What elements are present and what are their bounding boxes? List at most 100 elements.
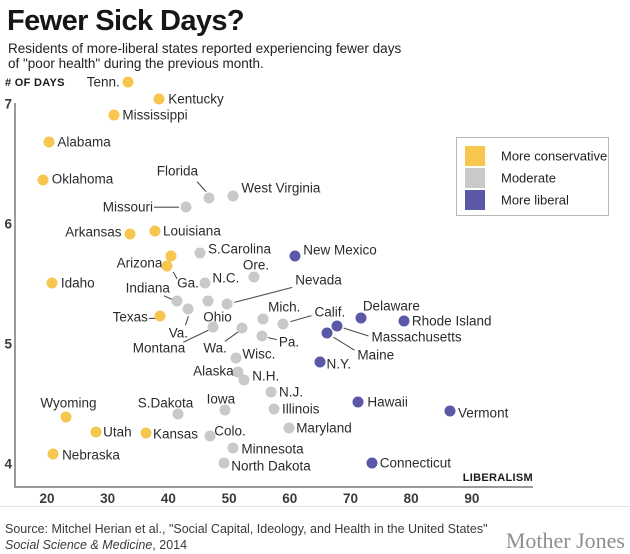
legend-swatch-moderate — [465, 168, 485, 188]
state-label-rhode-island: Rhode Island — [411, 313, 492, 329]
state-label-arkansas: Arkansas — [65, 224, 122, 240]
state-label-west-virginia: West Virginia — [241, 180, 321, 196]
legend-swatch-conservative — [465, 146, 485, 166]
state-label-wa: Wa. — [203, 340, 227, 356]
state-label-va: Va. — [168, 325, 189, 341]
source-divider — [0, 506, 630, 507]
state-label-nevada: Nevada — [295, 272, 342, 288]
y-tick-label: 7 — [4, 96, 12, 112]
leader-line-calif — [290, 315, 312, 323]
state-dot-arizona — [165, 250, 177, 262]
state-label-missouri: Missouri — [102, 199, 153, 215]
x-tick-label: 40 — [160, 491, 176, 506]
chart-subtitle-line-2: of "poor health" during the previous mon… — [8, 56, 264, 71]
chart-title: Fewer Sick Days? — [7, 5, 245, 37]
state-dot-idaho — [46, 277, 58, 289]
state-label-ohio: Ohio — [203, 309, 232, 325]
leader-line-nevada — [234, 286, 293, 303]
state-label-n-j: N.J. — [278, 384, 303, 400]
state-dot-pa — [256, 330, 268, 342]
state-label-alabama: Alabama — [57, 134, 111, 150]
state-label-ore: Ore. — [242, 257, 270, 273]
state-label-arizona: Arizona — [116, 255, 163, 271]
state-label-minnesota: Minnesota — [241, 441, 304, 457]
state-label-wyoming: Wyoming — [40, 395, 97, 411]
state-dot-maine — [321, 327, 333, 339]
state-dot-minnesota — [227, 442, 239, 454]
state-dot-delaware — [355, 312, 367, 324]
x-tick-label: 70 — [342, 491, 359, 506]
state-dot-new-mexico — [289, 250, 301, 262]
leader-line-wa — [224, 330, 240, 342]
state-label-idaho: Idaho — [60, 275, 95, 291]
state-label-n-h: N.H. — [252, 368, 280, 384]
state-label-louisiana: Louisiana — [163, 223, 221, 239]
state-dot-wa — [236, 322, 248, 334]
state-dot-n-j — [265, 386, 277, 398]
state-dot-missouri — [180, 201, 192, 213]
state-label-connecticut: Connecticut — [379, 455, 452, 471]
chart-subtitle-line-1: Residents of more-liberal states reporte… — [8, 41, 402, 56]
state-label-florida: Florida — [156, 163, 199, 179]
state-dot-illinois — [268, 403, 280, 415]
state-dot-connecticut — [366, 457, 378, 469]
state-dot-maryland — [283, 422, 295, 434]
state-label-indiana: Indiana — [125, 280, 170, 296]
state-dot-texas — [154, 310, 166, 322]
state-dot-alabama — [43, 136, 55, 148]
leader-line-montana — [183, 329, 209, 343]
state-label-utah: Utah — [103, 424, 132, 440]
state-dot-north-dakota — [218, 457, 230, 469]
y-tick-label: 4 — [4, 456, 12, 472]
state-dot-oklahoma — [37, 174, 49, 186]
brand-logo: Mother Jones — [505, 528, 625, 553]
state-dot-s-dakota — [172, 408, 183, 420]
state-dot-n-y — [314, 356, 326, 368]
leader-line-florida — [196, 181, 207, 192]
state-label-kansas: Kansas — [152, 426, 198, 442]
state-dot-ore — [248, 271, 260, 283]
state-dot-colo — [204, 430, 216, 442]
x-axis-label: LIBERALISM — [462, 472, 533, 484]
state-dot-n-h — [238, 374, 250, 386]
x-tick-label: 50 — [221, 491, 237, 506]
legend-label-liberal: More liberal — [501, 192, 569, 208]
source-line-1: Source: Mitchel Herian et al., "Social C… — [5, 522, 488, 536]
x-tick-label: 30 — [100, 491, 116, 506]
state-dot-va — [182, 303, 194, 315]
state-label-mississippi: Mississippi — [122, 107, 188, 123]
state-dot-tenn — [122, 76, 134, 88]
leader-line-pa — [267, 337, 277, 341]
state-label-delaware: Delaware — [362, 298, 420, 314]
x-tick-label: 60 — [282, 491, 298, 506]
leader-line-ga — [172, 271, 178, 280]
state-dot-s-carolina — [194, 247, 206, 259]
state-label-nebraska: Nebraska — [62, 447, 120, 463]
y-tick-label: 5 — [4, 336, 12, 352]
legend: More conservative Moderate More liberal — [456, 137, 609, 216]
state-label-illinois: Illinois — [282, 401, 320, 417]
state-label-vermont: Vermont — [458, 405, 509, 421]
state-dot-nebraska — [47, 448, 59, 460]
state-dot-arkansas — [124, 228, 136, 240]
state-label-wisc: Wisc. — [242, 346, 276, 362]
state-label-montana: Montana — [132, 340, 186, 356]
state-dot-alaska — [232, 366, 244, 378]
state-label-iowa: Iowa — [206, 391, 236, 407]
source-year: , 2014 — [152, 538, 188, 552]
state-label-oklahoma: Oklahoma — [51, 171, 114, 187]
state-dot-iowa — [219, 404, 231, 416]
state-dot-florida — [203, 192, 215, 204]
state-label-maryland: Maryland — [296, 420, 352, 436]
legend-label-moderate: Moderate — [501, 170, 556, 186]
state-label-s-dakota: S.Dakota — [137, 395, 194, 411]
state-label-n-c: N.C. — [212, 270, 240, 286]
source-line-2: Social Science & Medicine, 2014 — [5, 537, 187, 553]
state-dot-ohio — [202, 295, 214, 307]
state-label-ga: Ga. — [177, 275, 199, 291]
y-axis-label: # OF DAYS — [5, 77, 65, 89]
state-label-pa: Pa. — [278, 334, 300, 350]
state-label-north-dakota: North Dakota — [231, 458, 311, 474]
state-label-hawaii: Hawaii — [367, 394, 408, 410]
